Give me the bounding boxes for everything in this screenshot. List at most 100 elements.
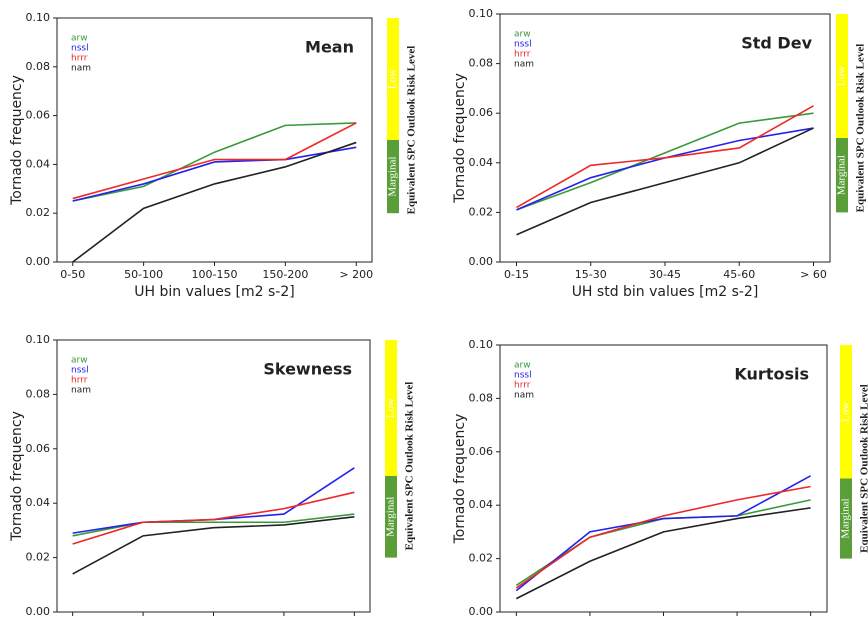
- legend-entry: nssl: [71, 44, 89, 54]
- series-line: [72, 122, 357, 200]
- y-tick-label: 0.04: [26, 157, 51, 170]
- legend-entry: nssl: [71, 366, 89, 376]
- series-line: [515, 507, 811, 600]
- x-tick-label: > 200: [339, 268, 373, 281]
- x-tick-label: 15-30: [575, 268, 607, 281]
- risk-band-label: Low: [840, 402, 852, 422]
- risk-axis-label: Equivalent SPC Outlook Risk Level: [855, 44, 867, 213]
- legend-entry: nam: [514, 391, 534, 401]
- y-tick-label: 0.08: [26, 60, 51, 73]
- y-tick-label: 0.00: [26, 605, 51, 618]
- x-tick-label: 0.5-1.0: [124, 618, 163, 620]
- y-tick-label: 0.06: [26, 442, 51, 455]
- series-line: [516, 127, 814, 236]
- y-tick-label: 0.10: [26, 11, 51, 24]
- legend-entry: hrrr: [514, 381, 531, 391]
- legend-entry: arw: [514, 30, 531, 40]
- legend-entry: arw: [71, 34, 88, 44]
- x-tick-label: > 2.0: [339, 618, 369, 620]
- series-line: [515, 485, 811, 589]
- chart-title: Kurtosis: [734, 365, 809, 384]
- x-tick-label: 4.5-6.0: [718, 618, 757, 620]
- x-tick-label: 0-50: [60, 268, 85, 281]
- legend-entry: nssl: [514, 371, 532, 381]
- y-tick-label: 0.02: [26, 551, 51, 564]
- series-line: [515, 499, 811, 586]
- legend-entry: hrrr: [71, 54, 88, 64]
- risk-band-label: Marginal: [385, 497, 397, 537]
- series-line: [516, 112, 814, 211]
- risk-band: [840, 345, 852, 479]
- series-line: [516, 127, 814, 211]
- legend-entry: nam: [514, 60, 534, 70]
- y-tick-label: 0.02: [469, 552, 494, 565]
- risk-band: [385, 340, 397, 476]
- series-line: [72, 513, 355, 537]
- legend-entry: nam: [71, 386, 91, 396]
- x-tick-label: 1.5-2.0: [264, 618, 303, 620]
- chart-title: Mean: [305, 38, 354, 57]
- y-tick-label: 0.04: [469, 498, 494, 511]
- series-line: [72, 516, 355, 575]
- series-line: [72, 491, 355, 545]
- y-tick-label: 0.10: [26, 333, 51, 346]
- y-tick-label: 0.06: [469, 445, 494, 458]
- plot-frame: [499, 344, 828, 613]
- chart-title: Skewness: [263, 360, 352, 379]
- x-tick-label: > 60: [800, 268, 827, 281]
- risk-band: [836, 14, 848, 138]
- y-tick-label: 0.10: [469, 7, 494, 20]
- x-tick-label: > 6.0: [796, 618, 826, 620]
- risk-axis-label: Equivalent SPC Outlook Risk Level: [406, 46, 418, 215]
- legend-entry: arw: [514, 361, 531, 371]
- y-tick-label: 0.00: [469, 255, 494, 268]
- series-line: [515, 475, 812, 592]
- series-line: [72, 141, 357, 263]
- x-tick-label: 1.0-1.5: [194, 618, 233, 620]
- y-tick-label: 0.06: [26, 109, 51, 122]
- x-tick-label: 3.0-4.5: [644, 618, 683, 620]
- y-tick-label: 0.00: [26, 255, 51, 268]
- x-tick-label: 0-1.5: [502, 618, 530, 620]
- risk-axis-label: Equivalent SPC Outlook Risk Level: [404, 382, 416, 551]
- y-tick-label: 0.02: [469, 205, 494, 218]
- x-tick-label: 0-15: [504, 268, 529, 281]
- x-tick-label: 150-200: [262, 268, 308, 281]
- series-line: [72, 467, 355, 534]
- risk-band: [836, 138, 848, 213]
- series-line: [72, 146, 357, 202]
- chart-title: Std Dev: [741, 34, 812, 53]
- risk-band-label: Low: [385, 398, 397, 418]
- series-line: [72, 122, 357, 202]
- legend-entry: nam: [71, 64, 91, 74]
- x-axis-label: UH bin values [m2 s-2]: [134, 284, 294, 300]
- x-axis-label: UH std bin values [m2 s-2]: [572, 284, 759, 300]
- risk-band-label: Marginal: [387, 157, 399, 197]
- y-tick-label: 0.04: [26, 496, 51, 509]
- x-tick-label: 45-60: [723, 268, 755, 281]
- x-tick-label: 1.5-3.0: [570, 618, 609, 620]
- risk-band-label: Marginal: [836, 155, 848, 195]
- x-tick-label: 30-45: [649, 268, 681, 281]
- x-tick-label: 50-100: [124, 268, 163, 281]
- risk-band: [840, 478, 852, 559]
- legend-entry: hrrr: [514, 50, 531, 60]
- y-axis-label: Tornado frequency: [9, 411, 25, 542]
- y-tick-label: 0.00: [469, 605, 494, 618]
- legend-entry: nssl: [514, 40, 532, 50]
- y-axis-label: Tornado frequency: [452, 414, 468, 545]
- x-tick-label: 0-0.5: [58, 618, 86, 620]
- y-tick-label: 0.04: [469, 156, 494, 169]
- y-tick-label: 0.06: [469, 106, 494, 119]
- y-axis-label: Tornado frequency: [9, 75, 25, 206]
- series-line: [516, 105, 814, 209]
- y-axis-label: Tornado frequency: [452, 73, 468, 204]
- legend-entry: arw: [71, 356, 88, 366]
- risk-band-label: Low: [387, 69, 399, 89]
- plot-frame: [56, 339, 371, 613]
- x-tick-label: 100-150: [192, 268, 238, 281]
- y-tick-label: 0.10: [469, 338, 494, 351]
- y-tick-label: 0.08: [469, 391, 494, 404]
- plot-frame: [499, 13, 831, 263]
